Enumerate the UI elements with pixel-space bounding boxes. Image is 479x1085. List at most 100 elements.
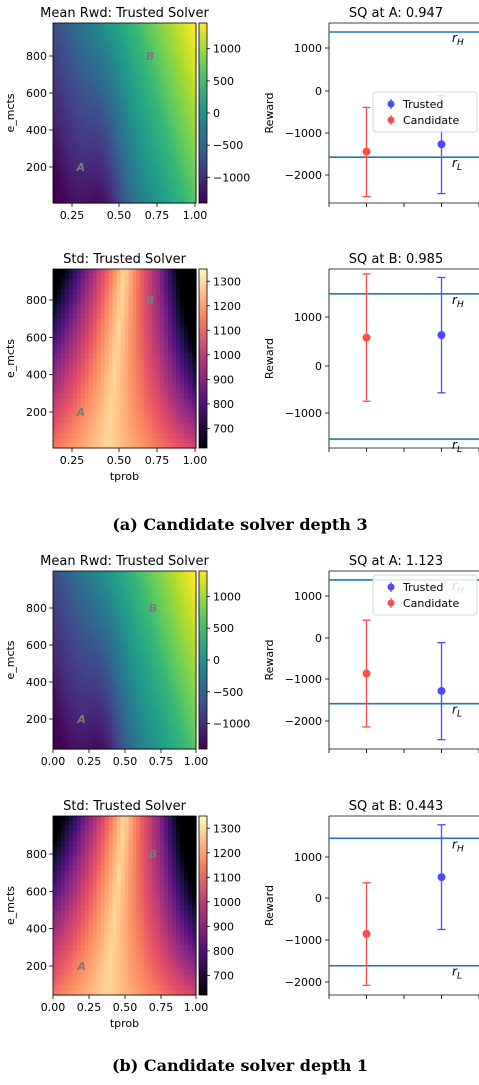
heatmap-cell xyxy=(144,605,149,612)
heatmap-cell xyxy=(148,945,153,951)
heatmap-cell xyxy=(176,744,181,750)
heatmap-cell xyxy=(188,348,193,355)
heatmap-cell xyxy=(156,640,161,646)
heatmap-cell xyxy=(148,143,153,149)
heatmap-cell xyxy=(76,293,82,300)
heatmap-cell xyxy=(100,273,106,280)
heatmap-cell xyxy=(172,709,177,715)
heatmap-cell xyxy=(176,83,181,89)
heatmap-cell xyxy=(136,729,141,735)
heatmap-cell xyxy=(76,870,82,877)
heatmap-cell xyxy=(68,915,74,922)
heatmap-cell xyxy=(136,724,141,730)
heatmap-cell xyxy=(116,328,122,335)
heatmap-cell xyxy=(168,650,173,656)
heatmap-cell xyxy=(104,143,110,149)
heatmap-cell xyxy=(88,368,94,375)
heatmap-cell xyxy=(72,269,78,275)
heatmap-cell xyxy=(88,328,94,335)
heatmap-cell xyxy=(108,148,114,154)
heatmap-cell xyxy=(124,885,130,892)
heatmap-cell xyxy=(104,353,110,360)
heatmap-cell xyxy=(180,103,185,109)
heatmap-cell xyxy=(164,288,169,295)
heatmap-cell xyxy=(160,585,165,592)
heatmap-cell xyxy=(184,343,189,350)
heatmap-cell xyxy=(100,353,106,360)
heatmap-cell xyxy=(64,73,70,79)
heatmap-cell xyxy=(92,363,98,370)
heatmap-cell xyxy=(148,168,153,174)
heatmap-cell xyxy=(168,283,173,290)
heatmap-cell xyxy=(96,900,102,907)
heatmap-cell xyxy=(156,403,161,409)
heatmap-cell xyxy=(140,428,145,434)
heatmap-cell xyxy=(100,288,106,295)
heatmap-cell xyxy=(60,103,66,109)
heatmap-cell xyxy=(88,183,94,189)
heatmap-cell xyxy=(188,398,193,404)
heatmap-cell xyxy=(164,694,169,701)
heatmap-cell xyxy=(64,840,70,847)
heatmap-cell xyxy=(160,168,165,174)
heatmap-cell xyxy=(88,885,94,892)
heatmap-cell xyxy=(68,975,74,981)
heatmap-cell xyxy=(172,33,177,39)
heatmap-cell xyxy=(184,183,189,189)
heatmap-cell xyxy=(112,625,118,631)
heatmap-cell xyxy=(80,288,86,295)
heatmap-cell xyxy=(136,850,141,857)
heatmap-cell xyxy=(176,635,181,641)
heatmap-cell xyxy=(140,113,145,119)
heatmap-cell xyxy=(116,669,122,676)
heatmap-cell xyxy=(168,704,173,711)
heatmap-cell xyxy=(68,408,74,414)
heatmap-cell xyxy=(104,303,110,310)
heatmap-cell xyxy=(116,388,122,394)
heatmap-cell xyxy=(68,413,74,419)
heatmap-cell xyxy=(160,173,165,179)
heatmap-cell xyxy=(144,293,149,300)
heatmap-cell xyxy=(192,689,197,696)
heatmap-cell xyxy=(108,895,114,902)
heatmap-cell xyxy=(116,308,122,315)
heatmap-cell xyxy=(92,679,98,686)
heatmap-cell xyxy=(96,378,102,384)
heatmap-cell xyxy=(100,580,106,587)
heatmap-cell xyxy=(120,428,126,434)
heatmap-cell xyxy=(64,600,70,607)
heatmap-cell xyxy=(76,443,82,449)
heatmap-cell xyxy=(120,664,126,671)
heatmap-cell xyxy=(72,709,78,715)
heatmap-cell xyxy=(124,328,130,335)
heatmap-cell xyxy=(80,595,86,602)
heatmap-cell xyxy=(92,694,98,701)
heatmap-cell xyxy=(60,905,66,912)
caption-a: (a) Candidate solver depth 3 xyxy=(112,515,367,534)
heatmap-cell xyxy=(180,123,185,129)
heatmap-cell xyxy=(188,403,193,409)
heatmap-cell xyxy=(144,689,149,696)
heatmap-cell xyxy=(60,68,66,74)
heatmap-cell xyxy=(120,620,126,626)
heatmap-cell xyxy=(108,98,114,104)
heatmap-cell xyxy=(112,328,118,335)
heatmap-cell xyxy=(172,148,177,154)
heatmap-cell xyxy=(128,73,134,79)
heatmap-cell xyxy=(76,308,82,315)
heatmap-cell xyxy=(136,48,141,54)
heatmap-cell xyxy=(132,48,138,54)
heatmap-cell xyxy=(56,645,62,651)
heatmap-cell xyxy=(80,63,86,69)
heatmap-cell xyxy=(148,890,153,897)
heatmap-cell xyxy=(68,133,74,139)
heatmap-cell xyxy=(188,298,193,305)
heatmap-cell xyxy=(112,428,118,434)
heatmap-cell xyxy=(84,684,90,691)
heatmap-cell xyxy=(148,930,153,936)
heatmap-cell xyxy=(128,313,134,320)
heatmap-cell xyxy=(112,123,118,129)
heatmap-cell xyxy=(104,58,110,64)
heatmap-cell xyxy=(72,905,78,912)
